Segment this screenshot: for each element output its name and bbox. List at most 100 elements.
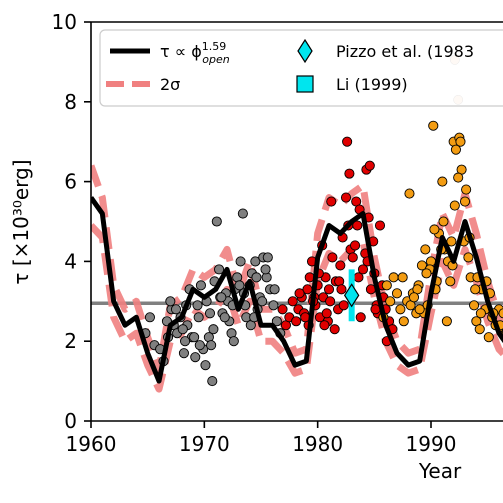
data-point: [178, 348, 189, 359]
data-point: [498, 308, 503, 319]
data-point: [287, 296, 298, 307]
y-axis-label: τ [×10³⁰erg]: [9, 159, 33, 284]
data-point: [194, 340, 205, 351]
data-point: [397, 272, 408, 283]
data-point: [340, 192, 352, 203]
data-point: [269, 284, 280, 295]
data-point: [388, 272, 399, 283]
data-point: [329, 324, 340, 335]
data-point: [438, 216, 449, 227]
data-point: [395, 304, 406, 315]
data-point: [234, 280, 245, 291]
data-point: [461, 184, 472, 195]
data-point: [189, 332, 200, 343]
data-point: [170, 304, 182, 315]
data-point: [200, 360, 211, 371]
data-point: [211, 216, 222, 227]
data-point: [364, 160, 375, 171]
data-point: [250, 256, 261, 267]
data-point: [257, 296, 268, 307]
data-point: [268, 300, 279, 311]
data-point: [262, 252, 273, 263]
data-point: [216, 292, 227, 303]
data-point: [260, 264, 271, 275]
data-point: [381, 280, 392, 291]
x-tick-label: 1970: [179, 432, 230, 456]
legend-label-model: τ ∝ ϕ1.59 open: [160, 40, 230, 66]
data-point: [391, 288, 403, 299]
data-point: [463, 252, 474, 263]
data-point: [235, 256, 246, 267]
data-point: [469, 300, 480, 311]
data-point: [338, 300, 349, 311]
data-point: [475, 308, 486, 319]
data-point: [455, 136, 466, 147]
pizzo-point: [343, 283, 360, 308]
data-point: [483, 332, 494, 343]
data-point: [441, 316, 452, 327]
data-point: [165, 296, 176, 307]
y-tick-label: 0: [64, 409, 77, 433]
data-point: [344, 168, 355, 179]
plot-area: [91, 55, 503, 393]
y-tick-label: 8: [64, 90, 77, 114]
data-point: [206, 340, 217, 351]
data-point: [207, 376, 218, 387]
legend-label-sigma: 2σ: [160, 75, 180, 94]
legend-label-pizzo: Pizzo et al. (1983: [336, 42, 474, 61]
data-point: [408, 292, 420, 303]
data-point: [214, 264, 225, 275]
data-point: [357, 264, 369, 275]
x-tick-label: 1980: [292, 432, 343, 456]
data-point: [190, 352, 201, 363]
data-point: [445, 276, 456, 287]
data-point: [347, 252, 358, 263]
data-point: [428, 120, 439, 131]
data-point: [404, 188, 415, 199]
data-point: [193, 312, 204, 323]
axes: 0 2 4 6 8 10 1960 1970 1980 1990: [52, 10, 503, 456]
data-point: [237, 208, 248, 219]
data-point: [449, 200, 460, 211]
data-point: [335, 260, 346, 271]
y-tick-label: 6: [64, 170, 77, 194]
data-point: [350, 240, 361, 251]
data-point: [474, 324, 485, 335]
data-point: [291, 316, 302, 327]
data-point: [355, 312, 366, 323]
data-point: [453, 172, 464, 183]
data-point: [321, 308, 332, 319]
data-point: [319, 320, 330, 331]
legend-box: [99, 29, 503, 107]
data-point: [374, 220, 386, 231]
data-point: [195, 280, 206, 291]
data-point: [271, 316, 282, 327]
data-point: [327, 252, 338, 263]
legend-marker-li: [296, 75, 314, 93]
x-tick-label: 1990: [406, 432, 457, 456]
series-cycle-21: [277, 136, 398, 347]
data-point: [398, 316, 409, 327]
y-tick-label: 10: [52, 10, 77, 34]
series-cycle-20: [140, 208, 286, 387]
data-point: [421, 268, 432, 279]
data-point: [228, 336, 239, 347]
data-point: [385, 296, 396, 307]
data-point: [420, 244, 431, 255]
data-point: [177, 324, 188, 335]
data-point: [208, 324, 219, 335]
data-point: [251, 272, 262, 283]
data-point: [192, 300, 203, 311]
x-axis-label: Year: [418, 459, 462, 483]
data-point: [323, 284, 335, 295]
data-point: [326, 196, 337, 207]
y-tick-label: 4: [64, 249, 77, 273]
data-point: [144, 312, 155, 323]
model-line: [91, 196, 503, 384]
data-point: [352, 220, 363, 231]
data-point: [459, 196, 471, 207]
data-point: [204, 308, 216, 319]
y-tick-label: 2: [64, 329, 77, 353]
data-point: [325, 296, 336, 307]
